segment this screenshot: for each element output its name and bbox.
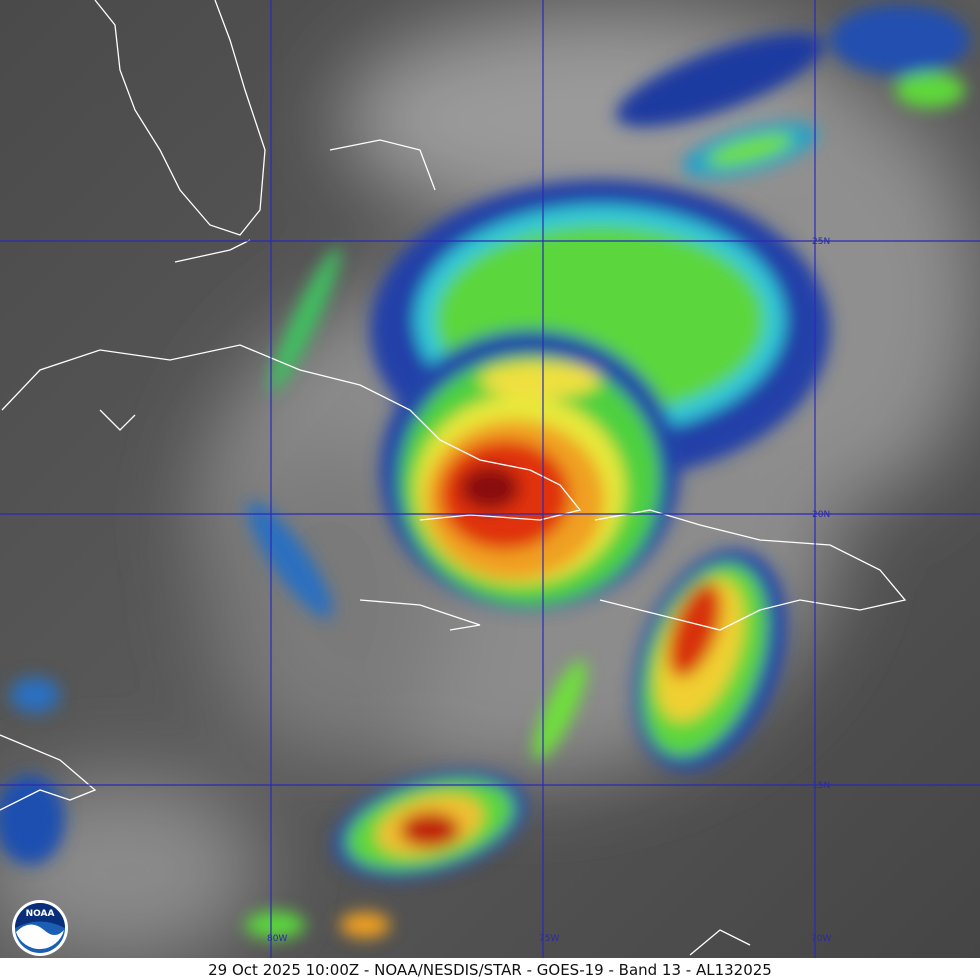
latitude-label: 20N: [812, 510, 830, 520]
caption: 29 Oct 2025 10:00Z - NOAA/NESDIS/STAR - …: [208, 961, 772, 979]
logo-text: NOAA: [26, 909, 55, 919]
latitude-label: 25N: [812, 237, 830, 247]
caption-bar: [0, 958, 980, 980]
lat-lon-grid: 25N 20N 15N 80W 75W 70W: [0, 0, 980, 958]
longitude-label: 80W: [267, 934, 287, 944]
longitude-label: 75W: [539, 934, 559, 944]
latitude-label: 15N: [812, 781, 830, 791]
noaa-logo: NOAA: [12, 900, 68, 956]
longitude-label: 70W: [811, 934, 831, 944]
coastlines: [0, 0, 907, 956]
